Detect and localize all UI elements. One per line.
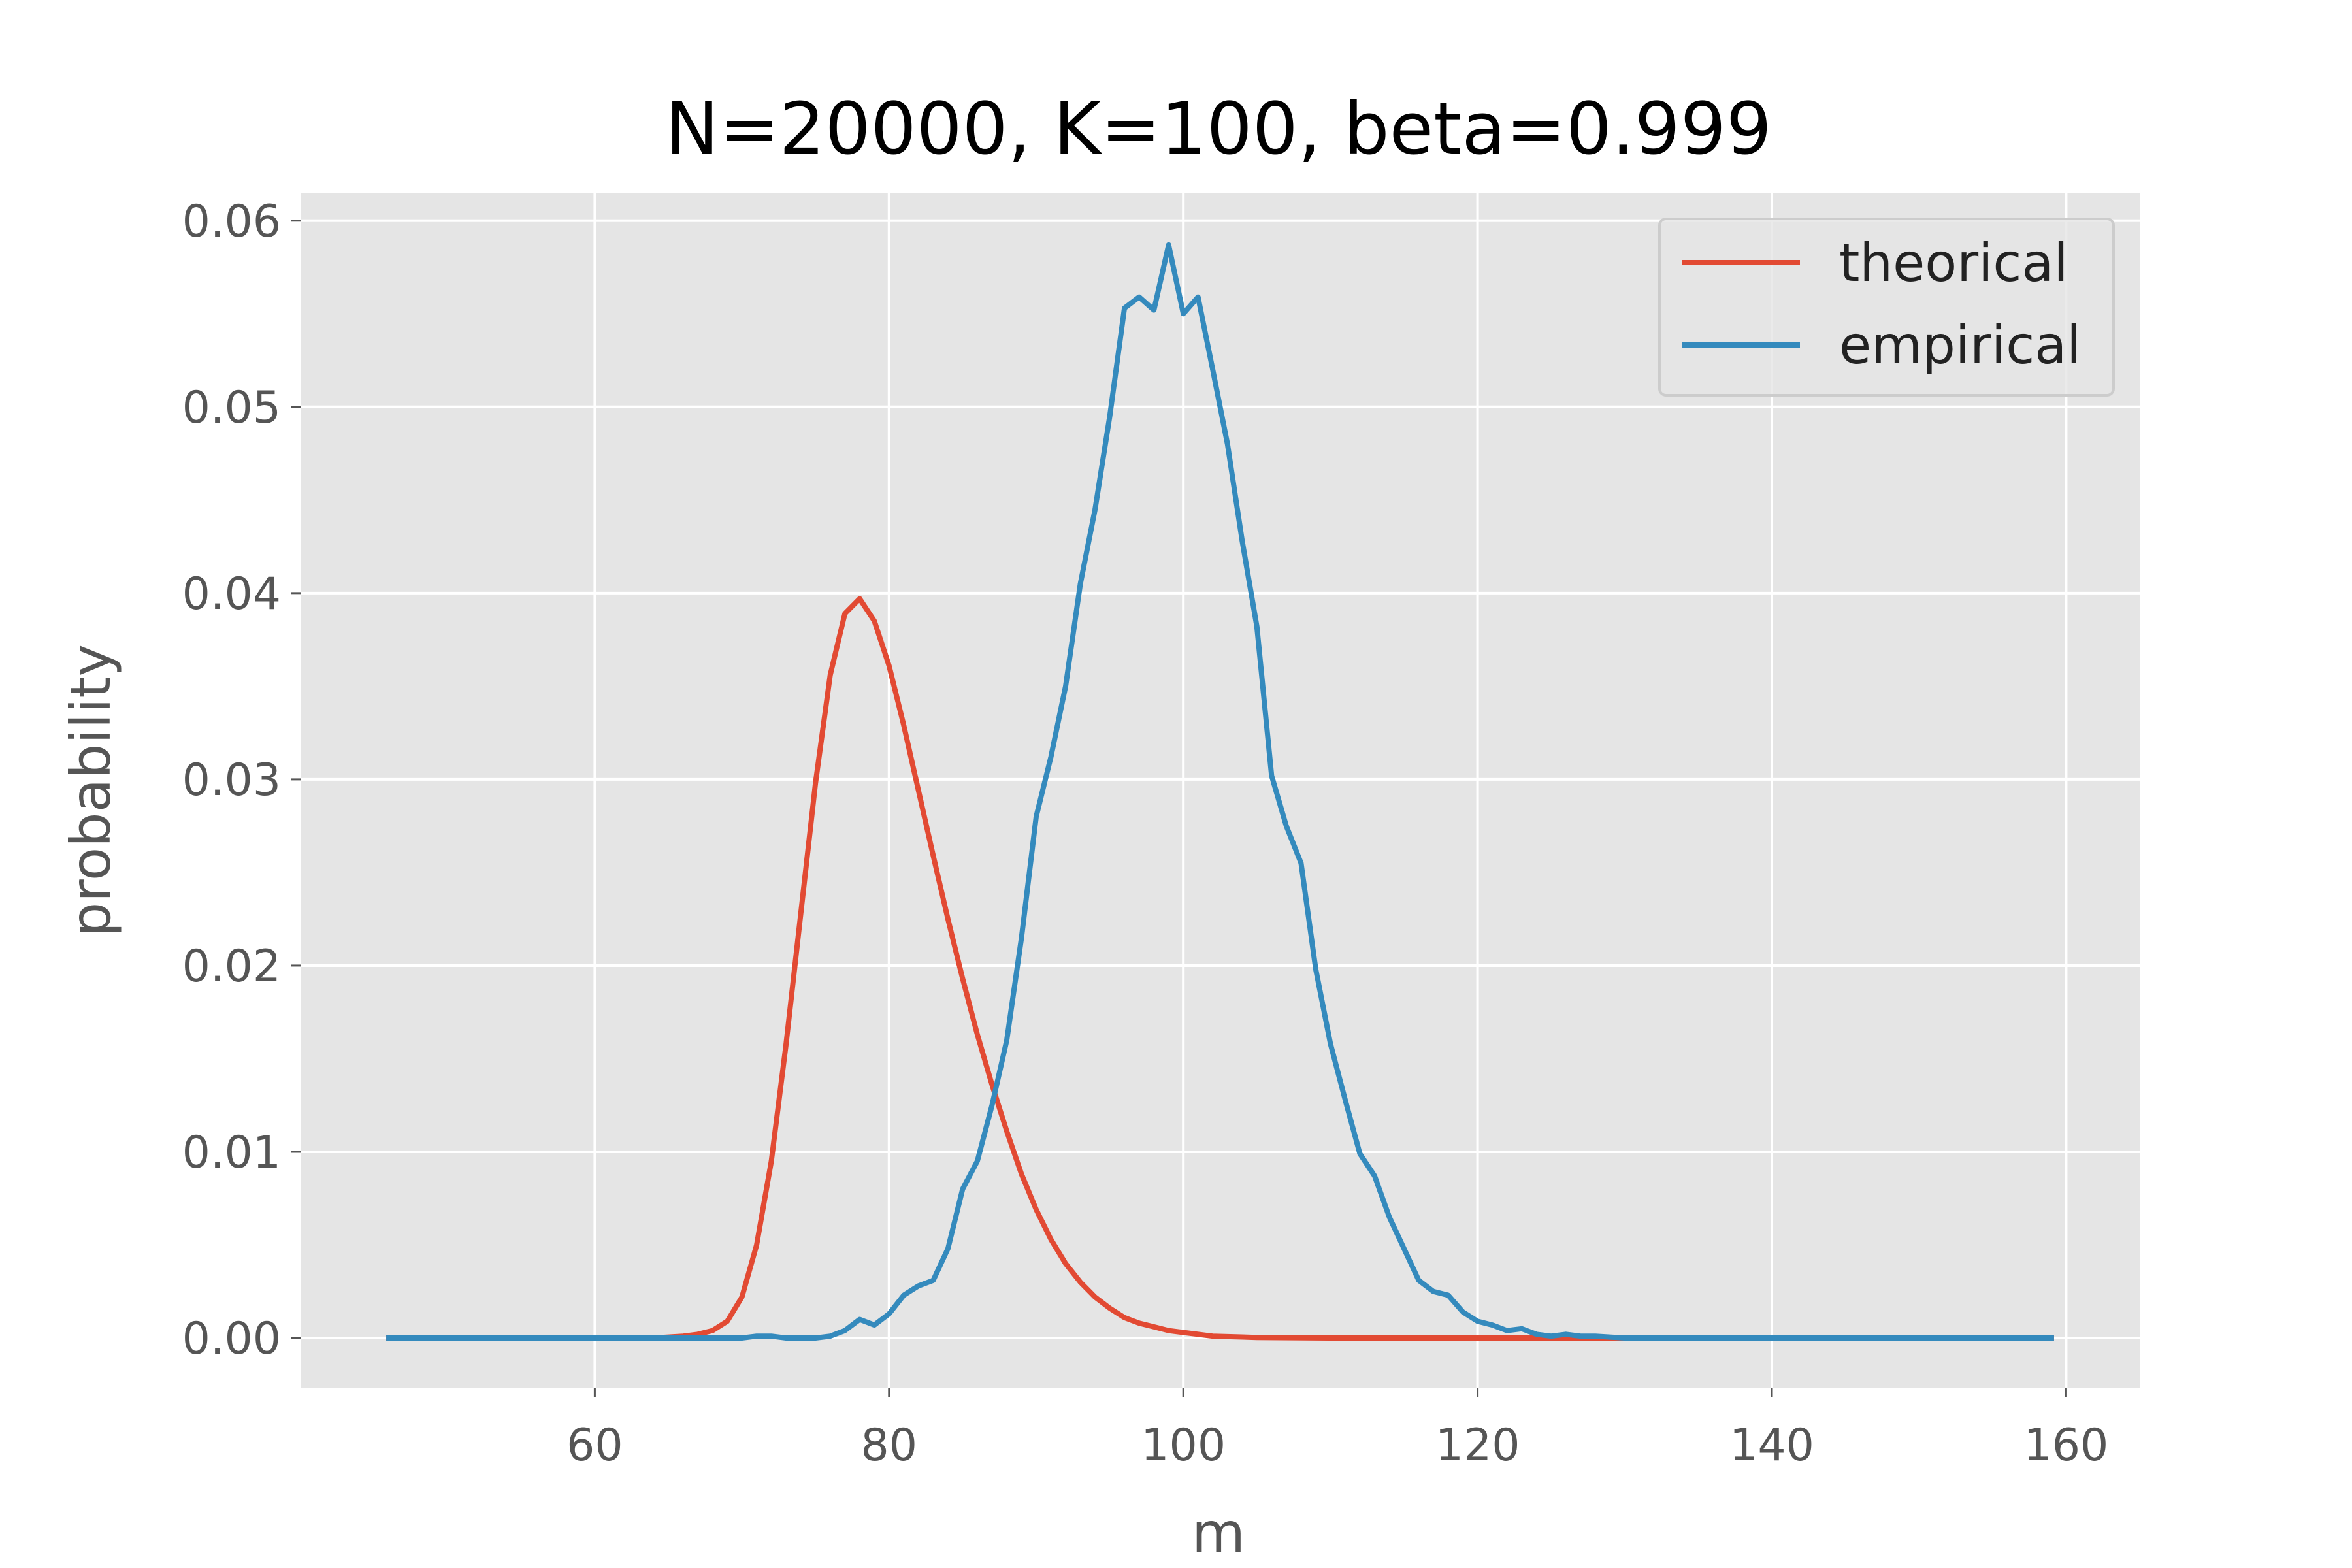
- axis-ticks: 60 80 100 120 140 160 0.00 0.01 0.02 0.03 0.04 0.05…: [182, 196, 2109, 1471]
- legend-label-empirical: empirical: [1839, 315, 2082, 376]
- x-tick-label: 120: [1435, 1420, 1520, 1471]
- chart-title: N=20000, K=100, beta=0.999: [665, 87, 1772, 171]
- y-tick-label: 0.00: [182, 1313, 281, 1365]
- x-tick-label: 160: [2024, 1420, 2109, 1471]
- x-axis-label: m: [1192, 1501, 1245, 1565]
- grid-lines: [301, 193, 2140, 1388]
- legend: theorical empirical: [1658, 218, 2115, 397]
- x-tick-label: 80: [861, 1420, 918, 1471]
- y-tick-label: 0.05: [182, 382, 281, 434]
- x-tick-label: 60: [566, 1420, 623, 1471]
- y-axis-label: probability: [59, 644, 123, 937]
- legend-label-theorical: theorical: [1839, 233, 2068, 293]
- series-line-empirical: [386, 242, 2054, 1341]
- series-line-theorical: [386, 596, 2054, 1341]
- x-tick-label: 140: [1729, 1420, 1814, 1471]
- series-lines: [386, 242, 2054, 1341]
- y-tick-label: 0.03: [182, 755, 281, 806]
- y-tick-label: 0.06: [182, 196, 281, 248]
- y-tick-label: 0.04: [182, 568, 281, 620]
- y-tick-label: 0.01: [182, 1127, 281, 1179]
- y-tick-label: 0.02: [182, 941, 281, 992]
- x-tick-label: 100: [1141, 1420, 1226, 1471]
